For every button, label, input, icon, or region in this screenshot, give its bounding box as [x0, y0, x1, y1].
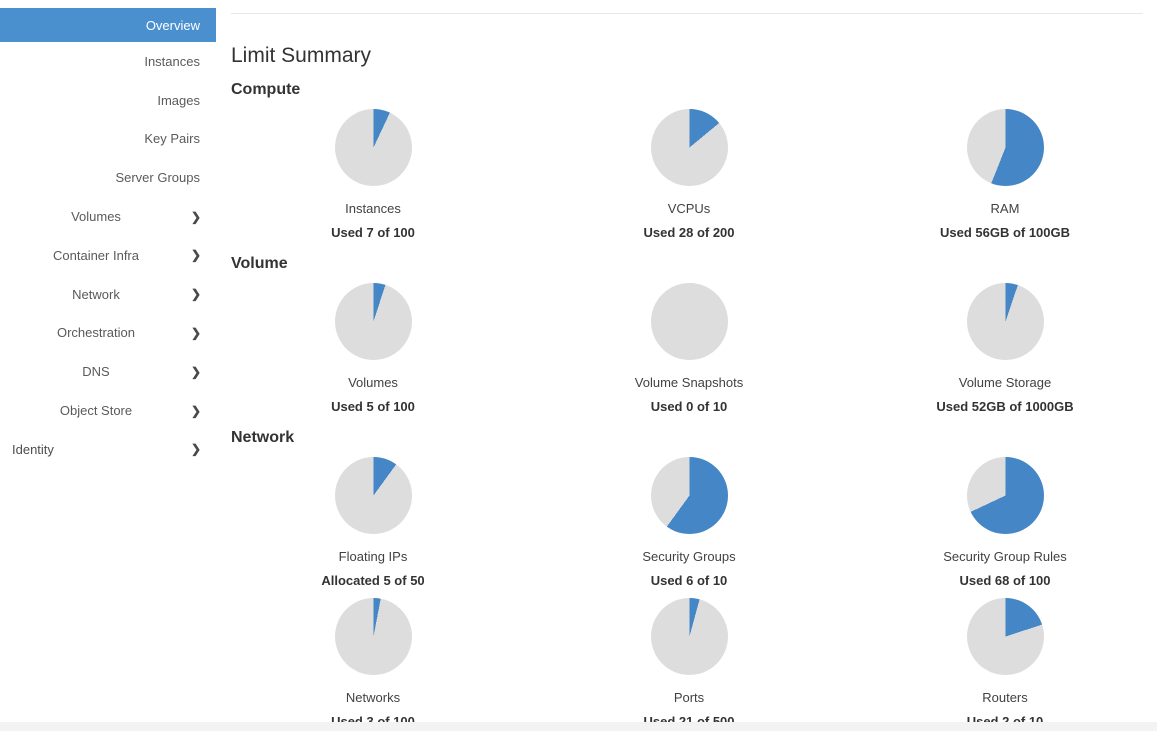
quota-chart-security-group-rules: Security Group Rules Used 68 of 100: [847, 455, 1157, 588]
quota-pie-routers: [966, 598, 1044, 675]
quota-pie-ports: [650, 598, 728, 675]
quota-chart-name: VCPUs: [667, 201, 711, 216]
quota-pie-vcpus: [650, 109, 728, 186]
quota-chart-name: Security Groups: [642, 549, 736, 564]
sidebar-item-key-pairs[interactable]: Key Pairs: [0, 120, 216, 159]
chart-grid: Volumes Used 5 of 100 Volume Snapshots U…: [215, 281, 1143, 414]
quota-chart-routers: Routers Used 2 of 10: [847, 596, 1157, 729]
main-content: Limit Summary Compute Instances Used 7 o…: [231, 0, 1143, 729]
quota-pie-networks: [334, 598, 412, 675]
quota-chart-name: Floating IPs: [338, 549, 408, 564]
quota-chart-volume-storage: Volume Storage Used 52GB of 1000GB: [847, 281, 1157, 414]
quota-chart-networks: Networks Used 3 of 100: [215, 596, 531, 729]
sidebar-item-orchestration[interactable]: Orchestration ❯: [0, 314, 216, 353]
quota-pie-security-group-rules: [966, 457, 1044, 534]
quota-chart-volumes: Volumes Used 5 of 100: [215, 281, 531, 414]
quota-pie-ram: [966, 109, 1044, 186]
quota-chart-caption: Used 56GB of 100GB: [939, 225, 1071, 240]
sidebar-item-images[interactable]: Images: [0, 81, 216, 120]
quota-chart-ram: RAM Used 56GB of 100GB: [847, 107, 1157, 240]
chevron-right-icon: ❯: [190, 209, 201, 224]
page-title: Limit Summary: [231, 44, 372, 67]
sidebar-item-network[interactable]: Network ❯: [0, 275, 216, 314]
quota-chart-name: Ports: [673, 690, 705, 705]
sidebar-item-label: Key Pairs: [144, 131, 200, 147]
quota-chart-vcpus: VCPUs Used 28 of 200: [531, 107, 847, 240]
sidebar-item-label: Volumes: [71, 209, 121, 225]
quota-chart-name: Routers: [982, 690, 1028, 705]
sidebar-item-label: Identity: [12, 441, 54, 457]
limit-section-network: Network Floating IPs Allocated 5 of 50 S…: [231, 429, 1143, 729]
chevron-right-icon: ❯: [190, 403, 201, 418]
sidebar-item-container-infra[interactable]: Container Infra ❯: [0, 236, 216, 275]
quota-chart-name: Volume Snapshots: [634, 375, 744, 390]
footer-strip: [0, 722, 1157, 731]
quota-chart-name: Volumes: [348, 375, 398, 390]
quota-chart-caption: Used 6 of 10: [650, 573, 728, 588]
section-heading: Volume: [231, 255, 288, 272]
quota-chart-name: Instances: [345, 201, 401, 216]
sidebar-item-volumes[interactable]: Volumes ❯: [0, 197, 216, 236]
quota-chart-volume-snapshots: Volume Snapshots Used 0 of 10: [531, 281, 847, 414]
chevron-right-icon: ❯: [190, 325, 201, 340]
limit-section-compute: Compute Instances Used 7 of 100 VCPUs Us…: [231, 81, 1143, 240]
chevron-right-icon: ❯: [190, 442, 201, 457]
quota-chart-floating-ips: Floating IPs Allocated 5 of 50: [215, 455, 531, 588]
sidebar-nav: Overview Instances Images Key Pairs Serv…: [0, 0, 216, 469]
quota-chart-security-groups: Security Groups Used 6 of 10: [531, 455, 847, 588]
chevron-right-icon: ❯: [190, 287, 201, 302]
quota-chart-ports: Ports Used 21 of 500: [531, 596, 847, 729]
sidebar-item-instances[interactable]: Instances: [0, 42, 216, 81]
sidebar-item-overview[interactable]: Overview: [0, 8, 216, 42]
sidebar-item-label: Images: [157, 92, 200, 108]
quota-pie-volume-snapshots: [650, 283, 728, 360]
chart-grid: Floating IPs Allocated 5 of 50 Security …: [215, 455, 1143, 729]
sidebar-item-label: DNS: [82, 364, 110, 380]
section-heading: Network: [231, 429, 295, 446]
quota-chart-name: Networks: [345, 690, 401, 705]
sidebar-item-label: Container Infra: [53, 247, 139, 263]
sidebar-item-label: Server Groups: [115, 170, 200, 186]
quota-chart-caption: Used 7 of 100: [331, 225, 415, 240]
sidebar-item-label: Orchestration: [56, 325, 136, 341]
quota-chart-name: Volume Storage: [958, 375, 1052, 390]
quota-pie-security-groups: [650, 457, 728, 534]
quota-chart-caption: Used 5 of 100: [331, 399, 415, 414]
quota-chart-caption: Used 0 of 10: [650, 399, 728, 414]
sidebar-item-server-groups[interactable]: Server Groups: [0, 158, 216, 197]
sidebar-item-dns[interactable]: DNS ❯: [0, 352, 216, 391]
sidebar-item-label: Network: [72, 286, 120, 302]
quota-chart-caption: Allocated 5 of 50: [321, 573, 425, 588]
quota-chart-name: RAM: [990, 201, 1020, 216]
sidebar-item-label: Object Store: [59, 403, 133, 419]
sidebar-item-label: Instances: [144, 53, 200, 69]
quota-chart-caption: Used 52GB of 1000GB: [936, 399, 1074, 414]
quota-pie-floating-ips: [334, 457, 412, 534]
quota-pie-instances: [334, 109, 412, 186]
quota-pie-volume-storage: [966, 283, 1044, 360]
quota-chart-caption: Used 68 of 100: [959, 573, 1051, 588]
sidebar-item-identity[interactable]: Identity ❯: [0, 430, 216, 469]
quota-pie-volumes: [334, 283, 412, 360]
chevron-right-icon: ❯: [190, 248, 201, 263]
chevron-right-icon: ❯: [190, 364, 201, 379]
quota-chart-name: Security Group Rules: [943, 549, 1067, 564]
limit-section-volume: Volume Volumes Used 5 of 100 Volume Snap…: [231, 255, 1143, 414]
header-divider: [231, 13, 1143, 14]
sidebar-item-label: Overview: [145, 17, 200, 33]
sidebar-item-object-store[interactable]: Object Store ❯: [0, 391, 216, 430]
chart-grid: Instances Used 7 of 100 VCPUs Used 28 of…: [215, 107, 1143, 240]
section-heading: Compute: [231, 81, 301, 98]
quota-chart-caption: Used 28 of 200: [643, 225, 735, 240]
quota-chart-instances: Instances Used 7 of 100: [215, 107, 531, 240]
